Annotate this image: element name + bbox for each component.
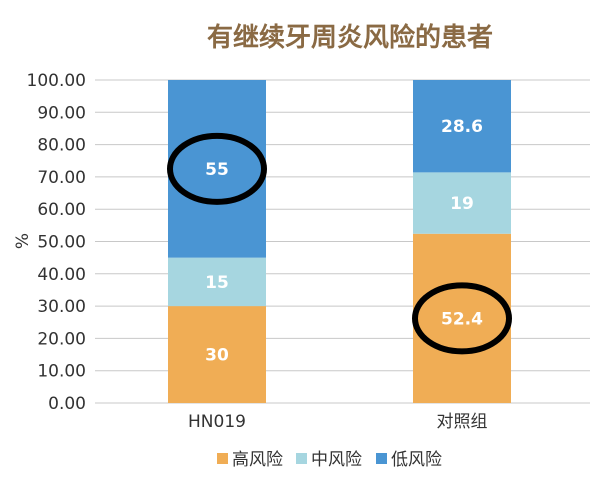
legend-label: 中风险 xyxy=(311,450,362,470)
bar-segment xyxy=(413,172,511,234)
bar-segment xyxy=(413,80,511,173)
highlight-ring xyxy=(167,132,267,205)
legend-swatch xyxy=(376,453,387,464)
y-axis-label: % xyxy=(13,233,33,249)
data-label: 28.6 xyxy=(441,117,483,137)
bars xyxy=(168,80,511,403)
data-labels: 30 15 55 52.4 19 28.6 xyxy=(205,117,483,365)
legend-swatch xyxy=(296,453,307,464)
y-tick-label: 10.00 xyxy=(37,362,86,382)
x-category-labels: HN019 对照组 xyxy=(188,412,487,432)
legend-swatch xyxy=(217,453,228,464)
y-tick-label: 70.00 xyxy=(37,168,86,188)
y-tick-label: 20.00 xyxy=(37,329,86,349)
data-label: 55 xyxy=(205,160,229,180)
x-category-label: HN019 xyxy=(188,412,246,432)
chart-title: 有继续牙周炎风险的患者 xyxy=(207,22,493,53)
y-tick-label: 80.00 xyxy=(37,136,86,156)
highlight-ring xyxy=(412,282,512,355)
bar-segment xyxy=(168,80,266,258)
data-label: 15 xyxy=(205,273,229,293)
data-label: 19 xyxy=(450,194,474,214)
y-tick-label: 100.00 xyxy=(27,71,86,91)
legend-label: 低风险 xyxy=(391,450,442,470)
bar-segment xyxy=(168,306,266,403)
y-tick-label: 50.00 xyxy=(37,233,86,253)
y-tick-label: 0.00 xyxy=(48,394,86,414)
y-tick-label: 60.00 xyxy=(37,200,86,220)
legend: 高风险 中风险 低风险 xyxy=(217,450,442,470)
y-tick-labels: 0.00 10.00 20.00 30.00 40.00 50.00 60.00 70.00 8… xyxy=(27,71,86,414)
data-label: 30 xyxy=(205,346,229,366)
highlight-rings xyxy=(167,132,512,355)
y-tick-label: 40.00 xyxy=(37,265,86,285)
bar-segment xyxy=(168,257,266,307)
bar-segment xyxy=(413,233,511,403)
data-label: 52.4 xyxy=(441,309,483,329)
y-tick-label: 30.00 xyxy=(37,297,86,317)
legend-label: 高风险 xyxy=(232,450,283,470)
y-tick-label: 90.00 xyxy=(37,103,86,123)
x-category-label: 对照组 xyxy=(437,412,488,432)
